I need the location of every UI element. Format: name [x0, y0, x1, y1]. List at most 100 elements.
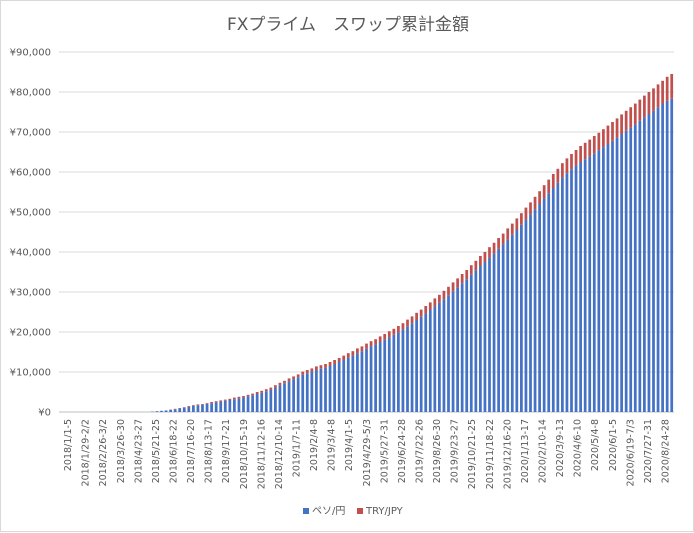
bar-try-jpy — [383, 334, 386, 340]
chart-title: FXプライム スワップ累計金額 — [227, 15, 469, 35]
bar-try-jpy — [301, 372, 304, 375]
bar-peso-jpy — [593, 153, 596, 412]
bar-peso-jpy — [370, 346, 373, 412]
bar-peso-jpy — [274, 388, 277, 412]
bar-try-jpy — [374, 339, 377, 344]
bar-peso-jpy — [260, 393, 263, 412]
bar-peso-jpy — [174, 409, 177, 412]
bar-try-jpy — [233, 398, 236, 400]
bar-peso-jpy — [520, 225, 523, 412]
bar-try-jpy — [192, 405, 195, 406]
bar-peso-jpy — [566, 173, 569, 412]
bar-peso-jpy — [648, 114, 651, 412]
y-tick-label: ¥40,000 — [10, 248, 51, 259]
x-tick-label: 2020/1/13-17 — [520, 419, 531, 483]
legend-swatch-peso-jpy — [303, 508, 309, 514]
x-tick-label: 2019/10/21-25 — [467, 419, 478, 489]
bar-peso-jpy — [197, 405, 200, 412]
bar-peso-jpy — [575, 166, 578, 412]
bar-peso-jpy — [228, 400, 231, 412]
bar-try-jpy — [438, 295, 441, 303]
bar-try-jpy — [402, 323, 405, 329]
bar-try-jpy — [228, 399, 231, 400]
bar-peso-jpy — [324, 368, 327, 412]
bar-try-jpy — [543, 185, 546, 198]
bar-try-jpy — [465, 270, 468, 279]
bar-peso-jpy — [461, 283, 464, 412]
bar-try-jpy — [356, 348, 359, 353]
bar-try-jpy — [265, 389, 268, 391]
bar-try-jpy — [620, 114, 623, 134]
bar-peso-jpy — [479, 266, 482, 412]
bar-peso-jpy — [424, 314, 427, 412]
bar-peso-jpy — [224, 401, 227, 412]
bar-peso-jpy — [420, 317, 423, 412]
x-tick-label: 2018/4/23-27 — [133, 419, 144, 483]
bar-peso-jpy — [251, 395, 254, 412]
bar-peso-jpy — [506, 240, 509, 412]
bar-peso-jpy — [456, 287, 459, 412]
bar-peso-jpy — [470, 275, 473, 412]
x-tick-label: 2019/5/27-31 — [379, 419, 390, 483]
bar-try-jpy — [547, 180, 550, 194]
x-tick-label: 2018/1/1-5 — [63, 419, 74, 471]
bar-peso-jpy — [607, 144, 610, 412]
y-tick-label: ¥20,000 — [10, 328, 51, 339]
bar-try-jpy — [447, 287, 450, 295]
bar-peso-jpy — [192, 406, 195, 412]
bar-peso-jpy — [297, 377, 300, 412]
bar-peso-jpy — [415, 320, 418, 412]
bar-try-jpy — [219, 400, 222, 401]
bar-peso-jpy — [474, 270, 477, 412]
bar-try-jpy — [187, 406, 190, 407]
bar-try-jpy — [607, 126, 610, 144]
bar-try-jpy — [556, 169, 559, 183]
bar-try-jpy — [351, 351, 354, 355]
bar-peso-jpy — [201, 405, 204, 412]
bar-try-jpy — [397, 326, 400, 332]
bar-peso-jpy — [397, 332, 400, 412]
bar-peso-jpy — [497, 249, 500, 412]
bar-try-jpy — [661, 81, 664, 104]
bar-peso-jpy — [670, 99, 673, 412]
x-tick-label: 2019/3/4-8 — [327, 419, 338, 471]
bar-try-jpy — [520, 213, 523, 225]
bar-try-jpy — [443, 291, 446, 299]
bar-try-jpy — [629, 107, 632, 127]
bar-try-jpy — [283, 381, 286, 383]
bar-try-jpy — [652, 88, 655, 110]
bar-peso-jpy — [638, 121, 641, 412]
bar-peso-jpy — [279, 385, 282, 412]
x-tick-label: 2020/4/6-10 — [573, 419, 584, 477]
x-tick-label: 2018/1/29-2/2 — [81, 419, 92, 486]
bar-peso-jpy — [402, 330, 405, 412]
x-tick-label: 2019/8/26-30 — [432, 419, 443, 483]
x-tick-label: 2018/7/16-20 — [186, 419, 197, 483]
bar-try-jpy — [429, 302, 432, 310]
bar-try-jpy — [493, 243, 496, 253]
bar-try-jpy — [538, 191, 541, 204]
bar-try-jpy — [666, 77, 669, 101]
bar-peso-jpy — [183, 408, 186, 412]
bar-try-jpy — [415, 313, 418, 320]
bar-try-jpy — [361, 346, 364, 351]
bar-try-jpy — [484, 252, 487, 262]
bar-try-jpy — [534, 197, 537, 209]
x-tick-label: 2020/8/24-28 — [661, 419, 672, 483]
x-tick-label: 2019/4/1-5 — [344, 419, 355, 471]
bar-try-jpy — [420, 310, 423, 317]
x-tick-label: 2020/2/10-14 — [538, 419, 549, 483]
bar-peso-jpy — [525, 220, 528, 412]
bar-peso-jpy — [552, 188, 555, 412]
bar-try-jpy — [310, 368, 313, 371]
bar-try-jpy — [584, 143, 587, 159]
y-tick-label: ¥10,000 — [10, 368, 51, 379]
bar-peso-jpy — [374, 344, 377, 412]
bar-peso-jpy — [379, 342, 382, 412]
bar-try-jpy — [579, 146, 582, 162]
x-tick-label: 2020/3/9-13 — [555, 419, 566, 477]
bar-try-jpy — [634, 104, 637, 125]
bar-peso-jpy — [342, 360, 345, 412]
